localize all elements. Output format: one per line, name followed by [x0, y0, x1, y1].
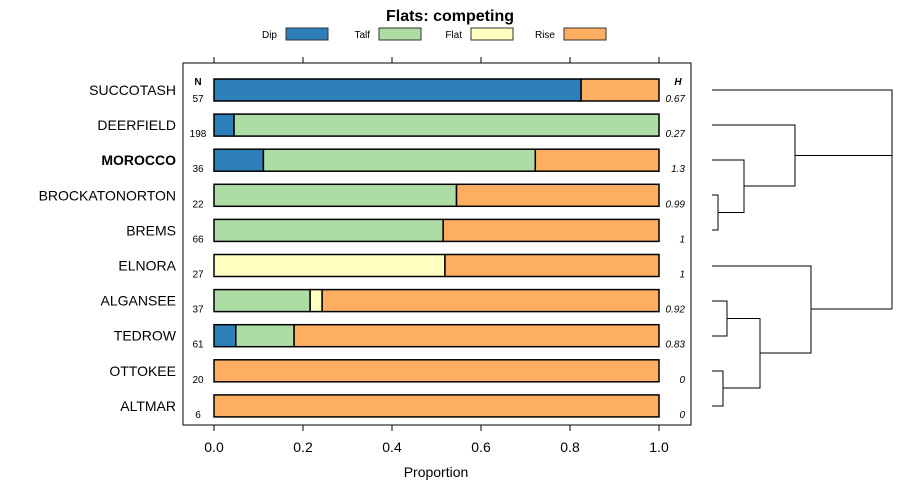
bar-row: DEERFIELD 198 0.27	[97, 113, 686, 140]
bar-row: TEDROW 61 0.83	[114, 323, 686, 351]
x-tick-label: 0.2	[293, 439, 313, 455]
bar-segment-talf	[213, 288, 311, 313]
bar-segment-flat	[309, 288, 323, 313]
legend: Dip Talf Flat Rise	[262, 27, 607, 41]
bar-segment-rise	[444, 253, 660, 278]
n-value: 27	[192, 270, 204, 281]
dendrogram-branch	[712, 300, 728, 337]
n-value: 37	[192, 305, 204, 316]
h-value: 1	[679, 234, 685, 245]
bar-segment-dip	[213, 113, 235, 137]
dendrogram	[712, 89, 893, 407]
bar-segment-talf	[235, 323, 295, 348]
row-label: ALGANSEE	[101, 293, 176, 309]
row-label: BREMS	[126, 222, 176, 238]
dendrogram-branch	[712, 159, 745, 213]
legend-swatch	[378, 27, 422, 41]
n-value: 61	[192, 340, 204, 351]
bar-segment-talf	[262, 148, 537, 172]
h-value: 0	[679, 375, 685, 386]
x-tick-label: 1.0	[649, 439, 669, 455]
bar-row: MOROCCO 36 1.3	[101, 148, 685, 175]
x-axis-label: Proportion	[404, 464, 469, 480]
row-label: BROCKATONORTON	[39, 187, 176, 203]
bar-segment-rise	[293, 323, 660, 348]
x-tick-label: 0.4	[382, 439, 402, 455]
dendrogram-branch	[712, 124, 796, 187]
bar-segment-rise	[213, 359, 660, 383]
bar-row: ALGANSEE 37 0.92	[101, 288, 686, 316]
x-tick-label: 0.0	[204, 439, 224, 455]
h-value: 0.67	[666, 94, 686, 105]
bar-row: BREMS 66 1	[126, 218, 685, 245]
h-header: H	[674, 77, 682, 88]
n-value: 20	[192, 375, 204, 386]
bar-rows: SUCCOTASH 57 0.67 DEERFIELD 198 0.27 MOROCCO 36…	[39, 78, 686, 421]
legend-label: Talf	[354, 30, 370, 41]
bar-segment-talf	[233, 113, 660, 137]
n-value: 22	[192, 199, 204, 210]
plot-frame	[182, 62, 692, 426]
row-label: DEERFIELD	[97, 117, 176, 133]
n-value: 57	[192, 94, 204, 105]
bar-segment-rise	[534, 148, 660, 172]
h-value: 0.83	[666, 340, 686, 351]
h-value: 1.3	[671, 164, 685, 175]
dendrogram-branch	[712, 370, 724, 407]
bar-row: ALTMAR 6 0	[120, 394, 685, 421]
bar-segment-rise	[580, 78, 660, 102]
bar-segment-talf	[213, 183, 458, 208]
legend-label: Dip	[262, 30, 277, 41]
n-value: 66	[192, 234, 204, 245]
legend-swatch	[563, 27, 607, 41]
h-value: 0	[679, 410, 685, 421]
bar-row: SUCCOTASH 57 0.67	[89, 78, 686, 105]
n-value: 6	[195, 410, 201, 421]
bar-row: ELNORA 27 1	[118, 253, 685, 281]
n-value: 198	[190, 129, 207, 140]
row-label: ELNORA	[118, 258, 176, 274]
bar-segment-dip	[213, 78, 582, 102]
chart-title: Flats: competing	[386, 8, 514, 25]
legend-label: Flat	[445, 30, 462, 41]
bar-segment-flat	[213, 253, 446, 278]
bar-segment-dip	[213, 148, 265, 172]
bar-row: BROCKATONORTON 22 0.99	[39, 183, 686, 210]
legend-swatch	[470, 27, 514, 41]
legend-label: Rise	[535, 30, 555, 41]
bar-segment-talf	[213, 218, 444, 243]
row-label: SUCCOTASH	[89, 82, 176, 98]
row-label: TEDROW	[114, 328, 177, 344]
row-label: OTTOKEE	[109, 363, 176, 379]
h-value: 1	[679, 270, 685, 281]
bar-segment-rise	[321, 288, 660, 313]
h-value: 0.99	[666, 199, 686, 210]
dendrogram-branch	[712, 89, 893, 309]
n-header: N	[194, 77, 201, 88]
bar-segment-rise	[213, 394, 660, 418]
h-value: 0.27	[666, 129, 686, 140]
bar-segment-rise	[455, 183, 660, 208]
dendrogram-branch	[723, 318, 761, 389]
x-axis: 0.0 0.2 0.4 0.6 0.8 1.0	[204, 57, 669, 455]
bar-segment-rise	[442, 218, 660, 243]
x-tick-label: 0.8	[560, 439, 580, 455]
dendrogram-branch	[712, 194, 719, 231]
n-value: 36	[192, 164, 204, 175]
row-label: ALTMAR	[120, 398, 176, 414]
x-tick-label: 0.6	[471, 439, 491, 455]
bar-row: OTTOKEE 20 0	[109, 359, 685, 386]
h-value: 0.92	[666, 305, 686, 316]
legend-swatch	[285, 27, 329, 41]
row-label: MOROCCO	[101, 152, 176, 168]
bar-segment-dip	[213, 323, 237, 348]
